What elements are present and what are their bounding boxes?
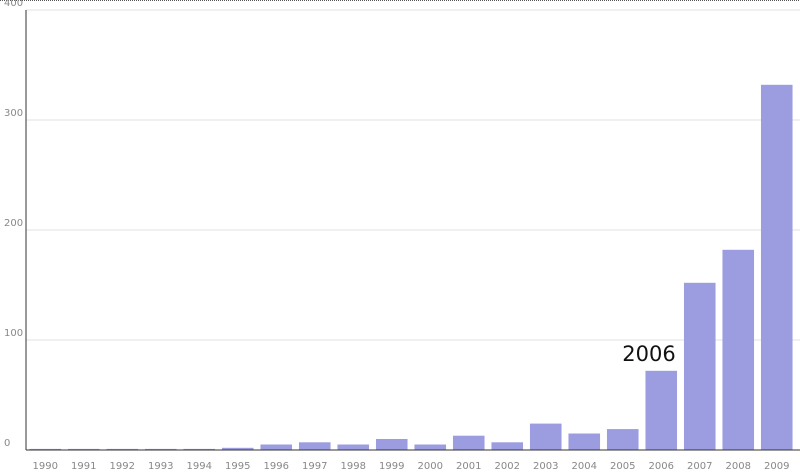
bar — [606, 429, 639, 450]
x-tick-label: 1997 — [302, 461, 327, 472]
bar — [414, 444, 447, 450]
y-tick-label: 0 — [4, 438, 10, 449]
y-tick-label: 300 — [4, 108, 23, 119]
bar — [645, 370, 678, 450]
y-tick-label: 400 — [4, 0, 23, 9]
x-tick-label: 1993 — [148, 461, 173, 472]
annotation: 2006 — [622, 342, 675, 366]
bar — [298, 442, 331, 450]
x-tick-label: 1990 — [33, 461, 58, 472]
bar — [144, 448, 177, 450]
x-tick-label: 1991 — [71, 461, 96, 472]
bar — [106, 448, 139, 450]
bar — [683, 282, 716, 450]
bar — [29, 448, 62, 450]
bar — [375, 439, 408, 450]
bar — [221, 447, 254, 450]
x-tick-label: 2005 — [610, 461, 635, 472]
x-tick-label: 1992 — [110, 461, 135, 472]
bar — [568, 433, 601, 450]
bar — [337, 444, 370, 450]
x-tick-label: 2000 — [418, 461, 443, 472]
x-tick-label: 2001 — [456, 461, 481, 472]
x-tick-label: 2004 — [572, 461, 597, 472]
bar — [260, 444, 293, 450]
x-tick-label: 2002 — [495, 461, 520, 472]
x-tick-label: 2006 — [649, 461, 674, 472]
x-tick-label: 1998 — [341, 461, 366, 472]
bar — [491, 442, 524, 450]
bar — [67, 448, 100, 450]
bar — [529, 423, 562, 450]
y-tick-label: 200 — [4, 218, 23, 229]
y-tick-label: 100 — [4, 328, 23, 339]
bar — [183, 448, 216, 450]
x-tick-label: 1996 — [264, 461, 289, 472]
x-tick-label: 1999 — [379, 461, 404, 472]
x-tick-label: 1994 — [187, 461, 212, 472]
x-tick-label: 2009 — [764, 461, 789, 472]
bar — [722, 249, 755, 450]
x-tick-label: 2008 — [726, 461, 751, 472]
x-tick-label: 1995 — [225, 461, 250, 472]
bar — [452, 435, 485, 450]
bar — [760, 84, 793, 451]
x-tick-label: 2007 — [687, 461, 712, 472]
x-tick-label: 2003 — [533, 461, 558, 472]
